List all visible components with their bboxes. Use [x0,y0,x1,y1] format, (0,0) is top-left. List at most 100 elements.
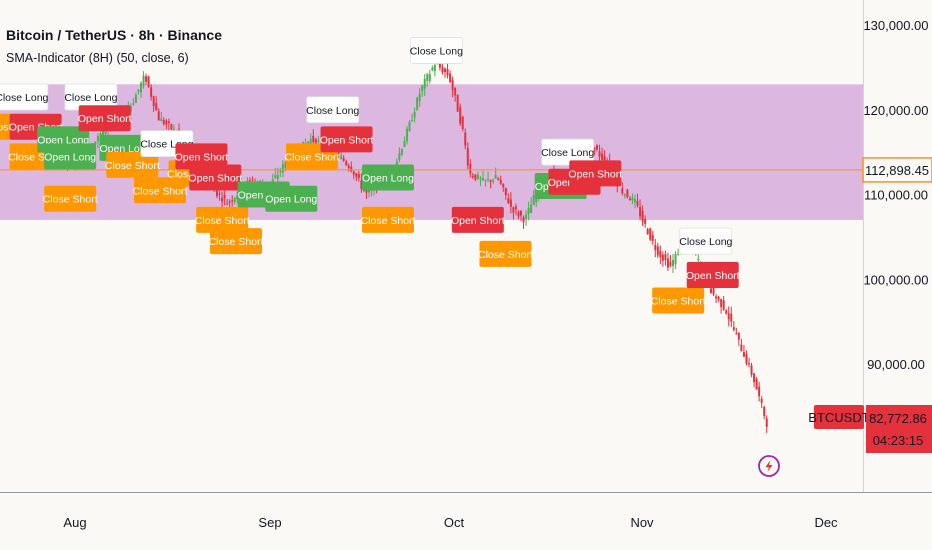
candle-body [677,254,680,256]
signal-open-short[interactable]: Open Short [175,143,229,170]
candle-body [745,354,748,364]
candle-body [416,98,419,110]
candle-body [593,147,596,149]
candle-body [651,234,654,241]
candle-body [646,229,649,235]
candle-body [461,116,464,129]
signal-open-short[interactable]: Open Short [320,126,374,153]
candle-body [276,174,279,179]
candle-body [104,129,107,134]
signal-close-long[interactable]: Close Long [410,37,463,64]
candle-body [231,200,234,202]
lightning-icon[interactable] [758,455,780,477]
candle-body [649,228,652,240]
candle-body [406,128,408,142]
y-tick-label: 110,000.00 [864,188,928,203]
candle-body [742,352,745,357]
candle-body [441,67,444,73]
y-tick-label: 130,000.00 [863,18,928,33]
candle-body [281,164,284,173]
chart-title: Bitcoin / TetherUS · 8h · Binance [6,27,222,43]
signal-open-short[interactable]: Open Short [188,164,242,191]
signal-box [679,227,733,255]
signal-text: Open Short [451,215,505,227]
signal-close-short[interactable]: Close Short [43,185,98,212]
candle-body [482,177,484,181]
candle-body [750,365,753,375]
price-axis[interactable]: 130,000.00 120,000.00 110,000.00 100,000.00… [863,18,928,372]
candle-body [656,246,659,256]
candle-body [484,179,487,182]
candle-body [216,189,218,197]
candle-body [517,211,520,217]
signal-open-long[interactable]: Open Long [44,143,97,170]
signal-text: Close Short [133,185,188,197]
signal-close-short[interactable]: Close Short [478,240,533,267]
candle-body [494,174,497,179]
signal-close-long[interactable]: Close Long [306,96,359,124]
candle-body [454,87,457,96]
candle-body [740,344,743,351]
signal-box [541,138,595,166]
signal-close-short[interactable]: Close Short [209,228,264,255]
signal-close-short[interactable]: Close Short [651,287,706,314]
candle-body [431,67,434,71]
signal-box [78,105,131,132]
signal-open-long[interactable]: Open Long [362,164,414,191]
signal-box [569,160,622,187]
signal-close-short[interactable]: Close Short [105,151,160,178]
candle-body [248,179,251,182]
signal-open-short[interactable]: Open Short [451,206,505,233]
candle-body [530,204,533,213]
candle-body [722,300,725,310]
candle-body [514,206,517,210]
candle-body [758,386,761,397]
signal-close-long[interactable]: Close Long [679,227,733,255]
candle-body [340,155,343,159]
candle-body [129,106,132,112]
signal-box [210,228,262,255]
signal-open-short[interactable]: Open Short [78,105,132,132]
signal-close-short[interactable]: Close Short [195,206,250,233]
candle-body [661,254,664,261]
signal-open-short[interactable]: Open Short [686,262,740,289]
symbol-label: BTCUSDT [808,410,869,425]
candle-body [400,149,403,155]
candle-body [355,173,358,177]
candle-body [674,254,677,265]
signal-open-long[interactable]: Open Long [265,185,317,212]
signal-open-short[interactable]: Open Short [568,160,622,187]
candle-body [233,197,236,203]
candle-body [160,118,163,122]
time-axis[interactable]: Aug Sep Oct Nov Dec [63,515,838,530]
signal-close-short[interactable]: Close Short [361,206,416,233]
signal-box [0,83,49,111]
candle-body [170,124,173,130]
signal-box [44,143,97,170]
candle-body [155,103,158,111]
signal-close-long[interactable]: Close Long [64,83,118,111]
candle-body [365,189,368,193]
signal-box [175,143,228,170]
candle-body [755,378,758,390]
indicator-label[interactable]: SMA-Indicator (8H) (50, close, 6) [6,51,189,65]
signal-text: Open Long [362,173,414,185]
price-tag: 112,898.45 [862,157,932,183]
candle-body [423,78,426,89]
signal-text: Close Short [43,194,98,206]
candle-body [157,111,160,121]
candle-body [522,217,525,223]
candle-body [636,200,639,206]
candle-body [497,178,500,180]
candle-body [504,187,507,196]
candle-body [639,206,642,217]
signal-close-long[interactable]: Close Long [541,138,595,166]
candle-body [601,153,604,160]
candle-body [284,161,287,168]
candle-body [221,197,224,202]
price-tag-value: 112,898.45 [865,163,929,178]
signal-close-long[interactable]: Close Long [0,83,49,111]
candle-body [735,333,738,335]
